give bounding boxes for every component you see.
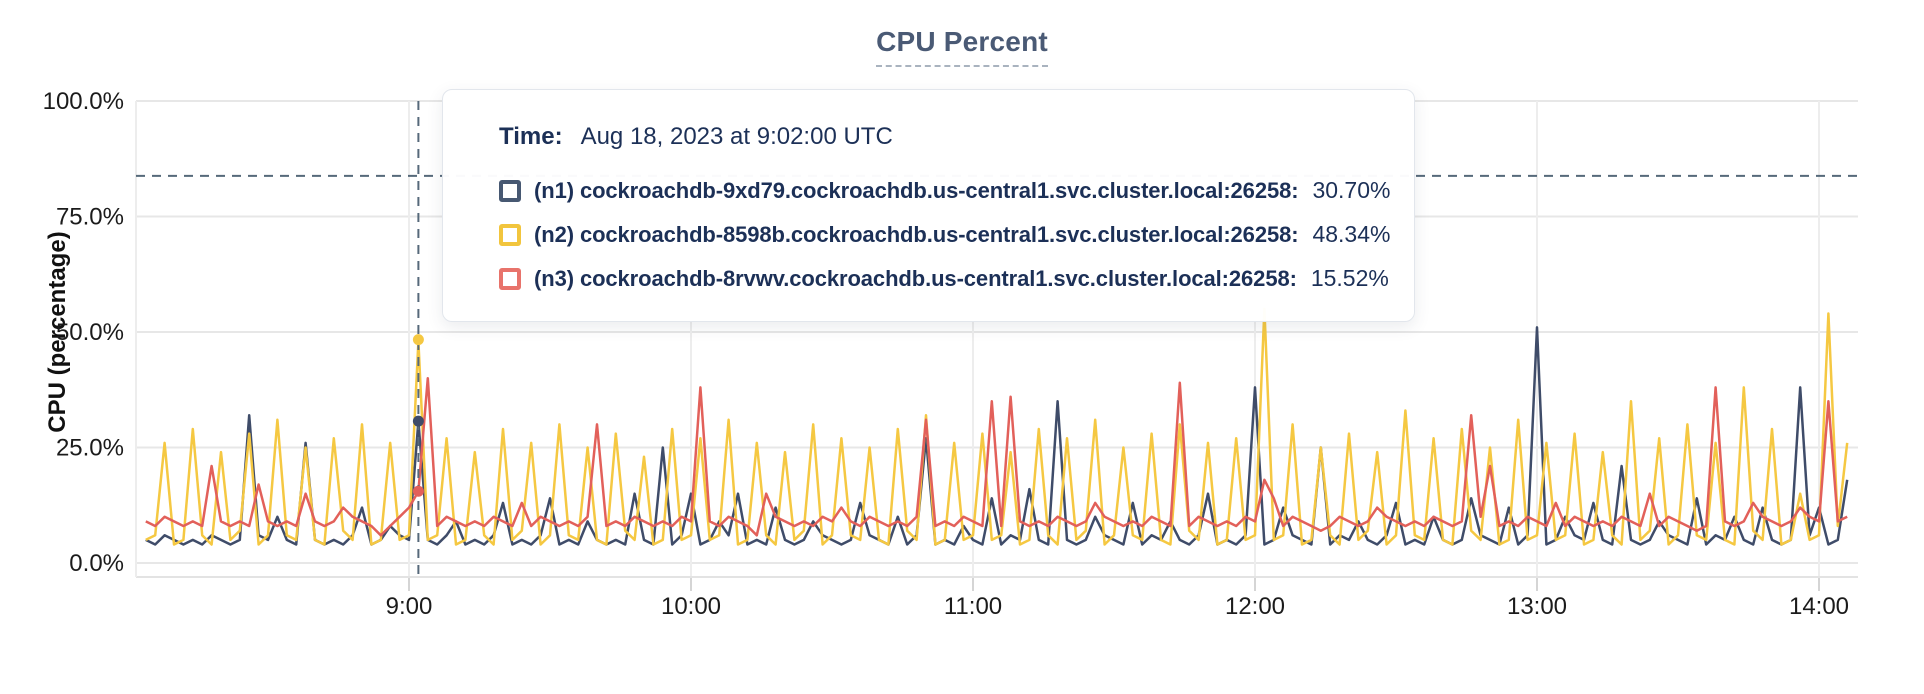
legend-swatch-n1-icon	[499, 179, 521, 202]
y-tick-label: 0.0%	[69, 550, 124, 577]
hover-dot-n3	[412, 485, 424, 497]
tooltip-value-n3: 15.52%	[1310, 265, 1389, 291]
hover-dot-n1	[412, 415, 424, 427]
x-tick-label: 10:00	[661, 593, 721, 620]
x-tick-label: 13:00	[1507, 593, 1567, 620]
legend-swatch-n3-icon	[499, 267, 521, 290]
chart-tooltip: Time: Aug 18, 2023 at 9:02:00 UTC (n1) c…	[442, 89, 1415, 322]
legend-swatch-n2-icon	[499, 223, 521, 246]
series-line-n3	[145, 376, 1848, 537]
tooltip-value-n2: 48.34%	[1312, 221, 1391, 247]
y-tick-label: 25.0%	[56, 435, 124, 462]
series-line-n2	[145, 307, 1849, 546]
tooltip-time-row: Time: Aug 18, 2023 at 9:02:00 UTC	[499, 123, 1384, 151]
y-tick-label: 50.0%	[56, 319, 124, 346]
tooltip-value-n1: 30.70%	[1312, 177, 1391, 203]
y-tick-label: 75.0%	[56, 204, 124, 231]
series-line-n1	[145, 326, 1849, 546]
tooltip-time-label: Time:	[499, 123, 563, 150]
x-tick-label: 14:00	[1789, 593, 1849, 620]
x-tick-label: 9:00	[386, 593, 433, 620]
chart-title: CPU Percent	[876, 26, 1048, 67]
y-tick-label: 100.0%	[43, 88, 124, 115]
chart-title-wrap: CPU Percent	[0, 26, 1924, 67]
tooltip-time-value: Aug 18, 2023 at 9:02:00 UTC	[580, 123, 893, 150]
tooltip-label-n2: (n2) cockroachdb-8598b.cockroachdb.us-ce…	[534, 221, 1299, 247]
tooltip-label-n3: (n3) cockroachdb-8rvwv.cockroachdb.us-ce…	[534, 265, 1297, 291]
x-tick-label: 11:00	[944, 593, 1002, 620]
tooltip-label-n1: (n1) cockroachdb-9xd79.cockroachdb.us-ce…	[534, 177, 1299, 203]
tooltip-row-n3: (n3) cockroachdb-8rvwv.cockroachdb.us-ce…	[499, 265, 1389, 292]
tooltip-row-n2: (n2) cockroachdb-8598b.cockroachdb.us-ce…	[499, 221, 1390, 248]
tooltip-row-n1: (n1) cockroachdb-9xd79.cockroachdb.us-ce…	[499, 177, 1390, 204]
x-tick-label: 12:00	[1225, 593, 1285, 620]
hover-dot-n2	[412, 334, 424, 346]
